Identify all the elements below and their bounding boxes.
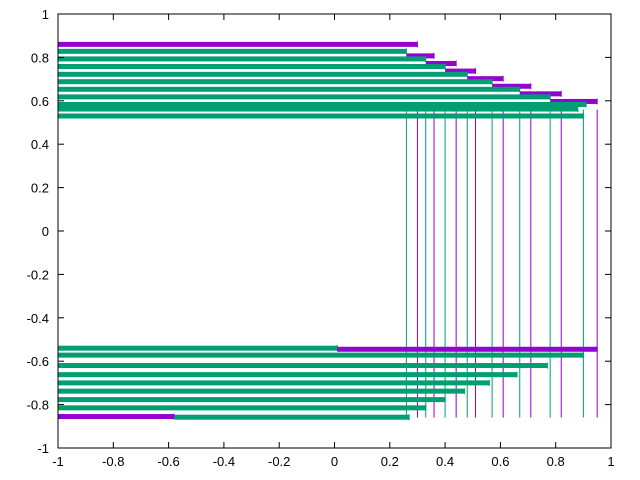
top-bar-15 [58,101,587,107]
y-tick-label: -0.8 [27,398,49,413]
top-bar-11 [58,86,520,92]
y-tick-label: 0 [42,224,49,239]
top-bar-8 [467,76,504,82]
bottom-bar-8 [58,405,426,411]
x-tick-label: -0.8 [102,454,124,469]
y-tick-label: 0.6 [31,94,49,109]
y-tick-label: -1 [37,441,49,456]
top-bar-13 [58,94,551,100]
bottom-bar-1 [337,346,598,352]
y-tick-labels: -1 -0.8 -0.6 -0.4 -0.2 0 0.2 0.4 0.6 0.8 1 [27,7,49,456]
bottom-bar-9 [58,414,175,420]
bottom-bar-7 [58,397,446,403]
bottom-bar-6 [58,388,465,394]
x-tick-label: -0.4 [213,454,235,469]
bottom-bar-0 [58,345,338,351]
x-tick-labels: -1 -0.8 -0.6 -0.4 -0.2 0 0.2 0.4 0.6 0.8 1 [52,454,614,469]
bottom-bar-3 [58,363,548,369]
top-bar-17 [58,113,584,119]
y-tick-label: 1 [42,7,49,22]
y-tick-label: -0.2 [27,267,49,282]
top-bar-9 [58,79,493,85]
x-tick-label: 1 [607,454,614,469]
top-bar-5 [58,64,446,70]
top-bar-14 [550,98,598,104]
x-tick-label: 0.8 [547,454,565,469]
top-bar-1 [58,48,407,54]
top-bar-0 [58,41,418,47]
x-tick-label: 0 [331,454,338,469]
y-tick-label: 0.2 [31,181,49,196]
bottom-bar-2 [58,352,584,358]
x-tick-label: -0.6 [157,454,179,469]
x-tick-label: -1 [52,454,64,469]
x-tick-label: 0.2 [381,454,399,469]
y-tick-label: -0.6 [27,354,49,369]
bottom-bar-10 [174,414,410,420]
top-bar-10 [492,83,531,89]
top-bar-4 [425,60,457,66]
x-tick-label: -0.2 [268,454,290,469]
top-bar-3 [58,56,426,62]
x-tick-label: 0.4 [436,454,454,469]
top-bar-12 [519,91,562,97]
y-tick-label: -0.4 [27,311,49,326]
top-bar-2 [406,53,435,59]
top-bar-16 [58,106,578,112]
y-tick-label: 0.4 [31,137,49,152]
y-tick-label: 0.8 [31,50,49,65]
top-bar-7 [58,71,468,77]
bottom-bar-4 [58,372,517,378]
x-tick-label: 0.6 [491,454,509,469]
top-bar-6 [445,68,476,74]
tick-marks [57,13,612,449]
bottom-bar-5 [58,380,490,386]
bars [58,41,598,421]
vertical-lines [405,109,598,418]
